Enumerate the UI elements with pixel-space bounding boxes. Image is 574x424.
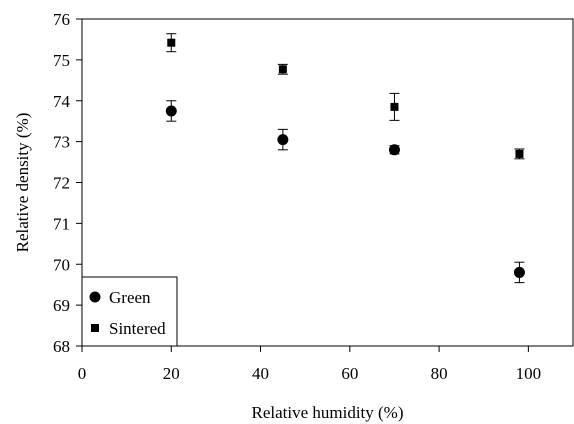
legend-box [81, 276, 178, 347]
series-green [165, 100, 525, 284]
y-tick-label: 73 [53, 133, 70, 152]
legend-circle-marker [89, 291, 101, 303]
legend-label: Green [109, 288, 151, 307]
x-tick-label: 40 [252, 364, 269, 383]
series-layer [165, 33, 525, 284]
data-point-circle [513, 266, 525, 278]
x-tick-label: 100 [516, 364, 542, 383]
y-tick-label: 69 [53, 296, 70, 315]
data-point-circle [388, 144, 400, 156]
y-tick-label: 71 [53, 214, 70, 233]
data-point-circle [165, 105, 177, 117]
data-point-square [390, 102, 399, 111]
data-point-circle [277, 134, 289, 146]
y-tick-label: 74 [53, 92, 71, 111]
data-point-square [167, 38, 176, 47]
x-tick-label: 60 [341, 364, 358, 383]
y-tick-label: 76 [53, 10, 70, 29]
x-tick-label: 0 [78, 364, 87, 383]
x-axis-ticks: 0 20 40 60 80 100 [78, 346, 541, 383]
legend-item-green: Green [89, 288, 151, 307]
legend-item-sintered: Sintered [91, 319, 166, 338]
y-tick-label: 68 [53, 337, 70, 356]
legend-label: Sintered [109, 319, 166, 338]
y-tick-label: 70 [53, 255, 70, 274]
legend: Green Sintered [81, 276, 178, 347]
legend-square-marker [91, 324, 99, 332]
data-point-square [278, 65, 287, 74]
y-axis-label: Relative density (%) [13, 113, 32, 253]
series-sintered [166, 33, 525, 160]
y-tick-label: 75 [53, 51, 70, 70]
y-tick-label: 72 [53, 174, 70, 193]
x-tick-label: 20 [163, 364, 180, 383]
x-tick-label: 80 [431, 364, 448, 383]
x-axis-label: Relative humidity (%) [251, 403, 403, 422]
y-axis-ticks: 68 69 70 71 72 73 74 75 76 [53, 10, 82, 356]
data-point-square [515, 149, 524, 158]
